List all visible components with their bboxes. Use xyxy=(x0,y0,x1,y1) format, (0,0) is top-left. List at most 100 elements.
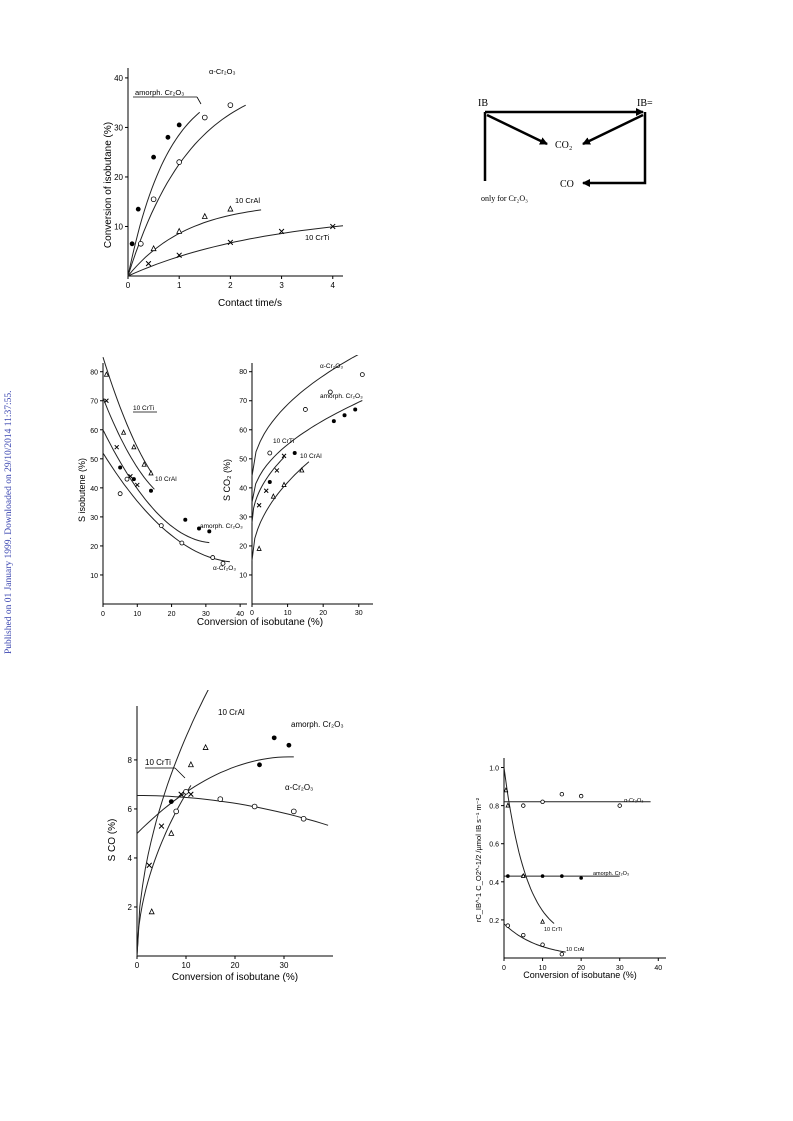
contact-time-chart: 0 1 2 3 4 10 20 30 40 Contact time/s Conversion … xyxy=(103,67,344,309)
x-axis-label: Conversion of isobutane (%) xyxy=(197,617,323,628)
data-point xyxy=(331,419,336,424)
data-point xyxy=(183,517,188,522)
label-right-crTi: 10 CrTi xyxy=(273,438,294,445)
scheme-ibene: IB= xyxy=(637,98,653,109)
data-point xyxy=(327,389,333,395)
y-tick-label: 40 xyxy=(239,485,247,492)
label-amorph: amorph. Cr₂O₃ xyxy=(135,88,184,97)
fit-curve xyxy=(102,397,155,490)
data-point xyxy=(521,803,526,808)
data-point xyxy=(131,443,137,450)
data-point xyxy=(271,735,277,741)
fit-curve xyxy=(127,209,262,277)
data-point xyxy=(129,241,135,247)
selectivity-chart: 0 10 20 30 40 10 20 30 40 50 60 70 80 0 10 20 30 10 20 30 40… xyxy=(77,355,373,628)
data-point xyxy=(150,196,157,203)
data-point xyxy=(227,239,234,246)
y-tick-label: 50 xyxy=(239,456,247,463)
data-point xyxy=(281,453,287,459)
fit-curve xyxy=(136,756,294,834)
label-left-alpha: α-Cr₂O₃ xyxy=(213,565,236,572)
data-point xyxy=(503,787,509,793)
x-tick-label: 40 xyxy=(236,611,244,618)
data-point xyxy=(291,808,297,815)
y-tick-label: 20 xyxy=(90,544,98,551)
data-point xyxy=(104,398,109,404)
data-point xyxy=(202,743,209,750)
data-point xyxy=(134,482,140,488)
data-point xyxy=(187,761,194,768)
label-right-amorph: amorph. Cr₂O₃ xyxy=(320,393,363,400)
fit-curve xyxy=(137,795,329,826)
chart-axes xyxy=(501,758,666,961)
y-tick-label: 20 xyxy=(239,543,247,550)
data-point xyxy=(540,799,545,805)
fit-curve xyxy=(251,400,363,503)
x-tick-label: 30 xyxy=(202,611,210,618)
x-tick-label: 0 xyxy=(250,610,254,617)
data-point xyxy=(220,560,226,566)
fit-curve xyxy=(503,767,555,924)
data-point xyxy=(176,159,182,165)
y-tick-label: 4 xyxy=(128,854,133,863)
chart-axes xyxy=(125,68,343,279)
y-axis-label-left: S isobutene (%) xyxy=(77,458,87,522)
x-tick-label: 20 xyxy=(577,965,585,972)
x-tick-label: 30 xyxy=(355,610,363,617)
label-amorph: amorph. Cr₂O₃ xyxy=(593,871,629,877)
x-tick-label: 1 xyxy=(177,281,182,290)
fit-curve xyxy=(127,104,246,277)
data-point xyxy=(256,502,262,508)
x-tick-label: 4 xyxy=(331,281,336,290)
data-point xyxy=(359,372,365,378)
download-notice-text: Published on 01 January 1999. Downloaded… xyxy=(4,390,14,654)
data-point xyxy=(299,467,305,473)
y-tick-label: 10 xyxy=(114,222,123,231)
data-point xyxy=(145,260,152,267)
x-tick-label: 20 xyxy=(319,610,327,617)
data-point xyxy=(207,529,212,534)
y-axis-label: Conversion of isobutane (%) xyxy=(103,122,114,248)
fit-curve xyxy=(127,111,201,277)
label-left-amorph: amorph. Cr₂O₃ xyxy=(200,523,243,530)
data-point xyxy=(560,874,564,878)
fit-curve xyxy=(251,461,310,561)
chart-marks: 0 10 20 30 2 4 6 8 xyxy=(128,690,329,970)
data-point xyxy=(263,488,269,494)
data-point xyxy=(506,874,510,878)
data-point xyxy=(257,762,262,768)
data-point xyxy=(330,223,336,230)
x-tick-label: 40 xyxy=(654,965,662,972)
data-point xyxy=(559,791,565,797)
x-axis-label: Conversion of isobutane (%) xyxy=(523,970,637,980)
data-point xyxy=(120,429,127,435)
scheme-note: only for Cr₂O₃ xyxy=(481,194,528,203)
data-point xyxy=(124,476,130,482)
label-crAl: 10 CrAl xyxy=(566,947,584,953)
x-axis-label: Conversion of isobutane (%) xyxy=(172,972,298,983)
data-point xyxy=(505,923,511,928)
data-point xyxy=(342,413,347,418)
data-point xyxy=(302,407,308,412)
label-right-alpha: α-Cr₂O₃ xyxy=(320,363,343,370)
label-crTi: 10 CrTi xyxy=(544,927,562,933)
y-tick-label: 60 xyxy=(239,427,247,434)
y-tick-label: 0.6 xyxy=(489,842,499,849)
fit-curve xyxy=(503,923,566,953)
data-point xyxy=(137,241,144,247)
scheme-ib: IB xyxy=(478,98,488,109)
arrow-ibene-co xyxy=(582,112,647,187)
y-tick-label: 10 xyxy=(90,573,98,580)
data-point xyxy=(292,451,297,456)
data-point xyxy=(210,555,216,560)
data-point xyxy=(149,488,153,493)
data-point xyxy=(165,134,171,140)
label-amorph: amorph. Cr₂O₃ xyxy=(291,720,344,729)
x-tick-label: 30 xyxy=(616,965,624,972)
scheme-co2: CO₂ xyxy=(555,140,572,151)
label-crTi: 10 CrTi xyxy=(305,233,330,242)
data-point xyxy=(176,252,182,258)
data-point xyxy=(103,371,110,377)
data-point xyxy=(251,803,258,810)
data-point xyxy=(168,829,175,836)
